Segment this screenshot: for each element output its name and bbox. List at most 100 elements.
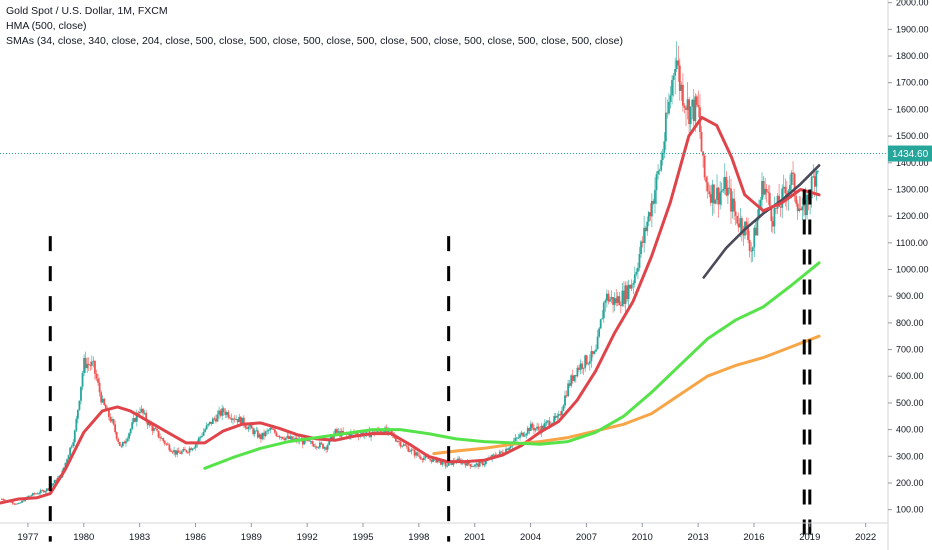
candle-body <box>556 415 559 418</box>
candle-body <box>117 438 120 443</box>
candle-body <box>745 221 748 228</box>
time-axis[interactable]: 1977 1980 1983 1986 1989 1992 1995 1998 2001 2004… <box>0 522 888 543</box>
candle <box>640 239 642 259</box>
candle-body <box>89 364 92 366</box>
candle <box>320 441 323 446</box>
candle-body <box>508 447 511 450</box>
candle-body <box>152 428 155 431</box>
x-tick-label: 1977 <box>17 532 38 543</box>
y-tick-label: 1700.00 <box>896 78 929 88</box>
x-tick-label: 1980 <box>73 532 94 543</box>
last-price-badge <box>888 145 932 162</box>
candle-body <box>790 172 793 185</box>
candle-body <box>810 176 813 199</box>
candle-body <box>303 438 306 445</box>
candle <box>225 410 228 419</box>
candle <box>602 301 605 323</box>
candle-body <box>118 442 121 446</box>
candle-body <box>728 187 731 189</box>
candle-body <box>565 395 568 397</box>
candle <box>615 289 618 307</box>
candle <box>201 433 203 439</box>
candle <box>80 386 82 405</box>
candle-body <box>27 495 30 498</box>
candle-body <box>33 493 36 494</box>
candle <box>97 373 99 386</box>
candle-body <box>686 99 689 110</box>
candle <box>471 463 473 467</box>
candle-body <box>188 448 191 453</box>
candle <box>691 98 694 120</box>
candle-body <box>683 105 686 108</box>
candle-body <box>287 436 290 439</box>
candle <box>740 215 743 242</box>
candle <box>629 284 632 290</box>
candle-body <box>536 426 538 429</box>
hma-legend[interactable]: HMA (500, close) <box>6 20 87 32</box>
candle-body <box>705 177 708 183</box>
candle <box>253 428 256 438</box>
candle <box>193 446 196 449</box>
candle-body <box>581 363 583 369</box>
candle-body <box>263 432 265 437</box>
candle <box>174 450 177 458</box>
candle <box>619 301 622 314</box>
candle-body <box>250 425 253 429</box>
candle <box>70 444 73 450</box>
candle <box>578 364 580 372</box>
candle-body <box>637 267 639 272</box>
candle-body <box>142 408 144 414</box>
candle <box>514 433 517 442</box>
candle <box>525 432 528 439</box>
candle-body <box>621 290 624 306</box>
candle <box>736 215 739 226</box>
candle-body <box>514 437 517 441</box>
candle-body <box>360 432 363 435</box>
candle <box>208 421 211 426</box>
candle-body <box>798 208 801 212</box>
candle-body <box>664 112 667 142</box>
candle-body <box>730 188 732 212</box>
candle <box>547 419 549 425</box>
candle <box>211 416 214 425</box>
candle-body <box>275 432 278 436</box>
candle-body <box>253 430 256 435</box>
candle-body <box>706 182 709 192</box>
y-tick-label: 1600.00 <box>896 104 929 114</box>
candle-body <box>35 493 37 495</box>
candle <box>283 436 286 442</box>
y-tick-label: 300.00 <box>896 451 924 461</box>
candle-body <box>517 437 520 439</box>
candle-body <box>187 452 189 454</box>
sma-legend[interactable]: SMAs (34, close, 340, close, 204, close,… <box>6 35 623 47</box>
candle-body <box>370 433 372 438</box>
candle-body <box>801 206 804 211</box>
candle-body <box>601 318 604 320</box>
candle <box>126 436 129 443</box>
candle <box>36 492 39 495</box>
candle-body <box>644 227 647 232</box>
candle-body <box>419 456 422 459</box>
price-axis[interactable]: 100.00 200.00 300.00 400.00 500.00 600.00 700.… <box>887 0 929 550</box>
candle-body <box>221 408 224 416</box>
candle <box>632 280 635 295</box>
candle-body <box>163 440 166 444</box>
y-tick-label: 1200.00 <box>896 211 929 221</box>
x-tick-label: 1989 <box>241 532 262 543</box>
candle-body <box>97 378 99 383</box>
candle <box>0 498 3 500</box>
candle-body <box>207 423 210 426</box>
candle-body <box>469 464 472 467</box>
candle-body <box>602 302 605 319</box>
candle-body <box>415 452 417 456</box>
candle <box>564 390 566 409</box>
candle-body <box>680 84 683 91</box>
candle-body <box>626 285 628 300</box>
candle-body <box>526 428 529 434</box>
symbol-title[interactable]: Gold Spot / U.S. Dollar, 1M, FXCM <box>6 5 168 17</box>
candle <box>706 175 709 199</box>
candle <box>737 212 740 233</box>
y-tick-label: 1900.00 <box>896 24 929 34</box>
candle <box>722 177 725 193</box>
